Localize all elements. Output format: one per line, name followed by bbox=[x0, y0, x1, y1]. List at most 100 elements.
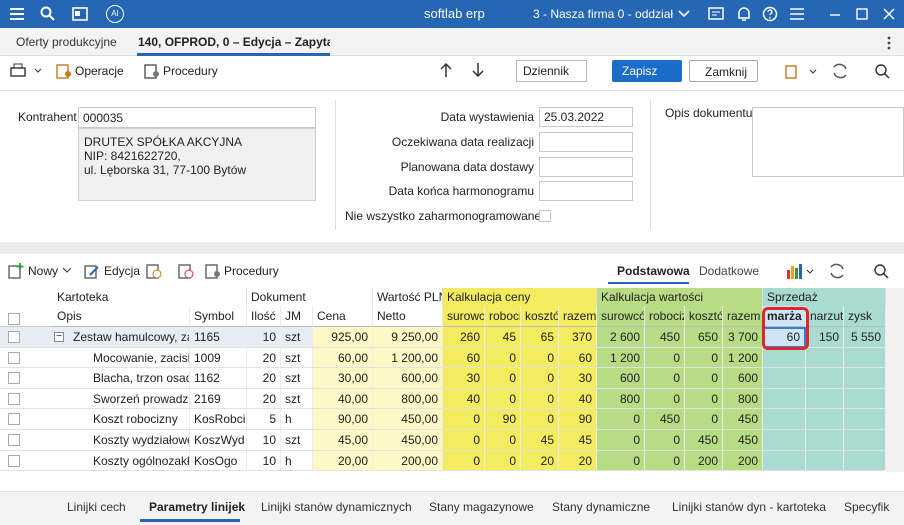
grid-cell[interactable]: 0 bbox=[485, 388, 521, 410]
grid-cell[interactable]: 1 200 bbox=[597, 347, 645, 369]
nav-arrows[interactable] bbox=[438, 62, 488, 78]
grid-cell[interactable]: 0 bbox=[645, 450, 685, 472]
grid-cell[interactable]: Blacha, trzon osad bbox=[53, 368, 190, 389]
grid-cell[interactable]: 800,00 bbox=[373, 388, 443, 410]
column-header[interactable]: zysk bbox=[844, 306, 886, 327]
grid-cell[interactable]: 45 bbox=[559, 430, 597, 451]
column-header[interactable]: razem bbox=[559, 306, 597, 327]
bottom-tab[interactable]: Linijki stanów dyn - kartoteka bbox=[672, 500, 827, 514]
grid-cell[interactable]: 40 bbox=[443, 388, 485, 410]
grid-cell[interactable]: szt bbox=[281, 327, 313, 348]
column-header[interactable]: kosztó bbox=[521, 306, 559, 327]
grid-cell[interactable]: 1 200 bbox=[723, 347, 763, 369]
column-header[interactable]: robocizi bbox=[485, 306, 521, 327]
column-header[interactable]: Cena bbox=[313, 306, 373, 327]
grid-cell[interactable]: 40,00 bbox=[313, 388, 373, 410]
column-header[interactable]: Symbol bbox=[190, 306, 247, 327]
search-icon[interactable] bbox=[40, 6, 56, 22]
grid-cell[interactable]: 450 bbox=[685, 430, 723, 451]
grid-cell[interactable]: 0 bbox=[685, 368, 723, 389]
row-checkbox[interactable] bbox=[8, 434, 20, 446]
grid-cell[interactable]: h bbox=[281, 450, 313, 472]
grid-cell[interactable]: 0 bbox=[685, 347, 723, 369]
grid-cell[interactable]: 1009 bbox=[190, 347, 247, 369]
grid-cell[interactable]: 0 bbox=[443, 450, 485, 472]
grid-cell[interactable]: 10 bbox=[247, 327, 281, 348]
grid-cell[interactable]: 40 bbox=[559, 388, 597, 410]
grid-cell[interactable]: 30 bbox=[559, 368, 597, 389]
grid-cell[interactable]: 0 bbox=[645, 368, 685, 389]
select-all-checkbox[interactable] bbox=[8, 313, 20, 325]
grid-cell[interactable]: 60,00 bbox=[313, 347, 373, 369]
grid-cell[interactable]: 90 bbox=[559, 409, 597, 430]
grid-cell[interactable]: 5 550 bbox=[844, 327, 886, 348]
grid-cell[interactable]: 1165 bbox=[190, 327, 247, 348]
bottom-tab[interactable]: Specyfik bbox=[844, 500, 890, 514]
grid-cell[interactable]: 0 bbox=[521, 409, 559, 430]
column-header[interactable]: kosztó bbox=[685, 306, 723, 327]
grid-cell[interactable]: 20 bbox=[247, 388, 281, 410]
view-tab-active[interactable]: Podstawowa bbox=[617, 264, 690, 278]
print-button[interactable] bbox=[10, 63, 42, 79]
grid-cell[interactable]: 60 bbox=[559, 347, 597, 369]
chevron-icon[interactable] bbox=[678, 9, 690, 19]
grid-cell[interactable]: 45 bbox=[521, 430, 559, 451]
grid-cell[interactable]: KosOgo bbox=[190, 450, 247, 472]
line-icons[interactable] bbox=[146, 263, 196, 279]
grid-cell[interactable]: 5 bbox=[247, 409, 281, 430]
grid-cell[interactable]: 650 bbox=[685, 327, 723, 348]
grid-cell[interactable]: 0 bbox=[521, 347, 559, 369]
tab[interactable]: Oferty produkcyjne bbox=[16, 35, 117, 49]
grid-cell[interactable]: 600 bbox=[597, 368, 645, 389]
grid-cell[interactable]: szt bbox=[281, 368, 313, 389]
grid-cell[interactable]: 20 bbox=[247, 347, 281, 369]
grid-cell[interactable] bbox=[763, 409, 806, 430]
grid-cell[interactable] bbox=[763, 430, 806, 451]
row-checkbox[interactable] bbox=[8, 331, 20, 343]
grid-cell[interactable]: 925,00 bbox=[313, 327, 373, 348]
grid-cell[interactable]: 450,00 bbox=[373, 430, 443, 451]
grid-cell[interactable] bbox=[763, 450, 806, 472]
grid-cell[interactable]: Mocowanie, zacisk bbox=[53, 347, 190, 369]
grid-cell[interactable]: 0 bbox=[685, 388, 723, 410]
issue-date-input[interactable]: 25.03.2022 bbox=[539, 107, 633, 127]
description-input[interactable] bbox=[752, 107, 904, 177]
grid-cell[interactable]: 200,00 bbox=[373, 450, 443, 472]
grid-cell[interactable] bbox=[806, 430, 844, 451]
grid-cell[interactable]: 200 bbox=[685, 450, 723, 472]
grid-cell[interactable]: Koszty wydziałowe bbox=[53, 430, 190, 451]
grid-cell[interactable] bbox=[844, 388, 886, 410]
mail-icon[interactable] bbox=[708, 7, 724, 21]
grid-cell[interactable]: 30 bbox=[443, 368, 485, 389]
view-tab[interactable]: Dodatkowe bbox=[699, 264, 760, 278]
grid-cell[interactable]: Koszty ogólnozakła bbox=[53, 450, 190, 472]
edit-button[interactable]: Edycja bbox=[104, 264, 141, 278]
kebab-icon[interactable] bbox=[886, 36, 892, 50]
row-checkbox[interactable] bbox=[8, 454, 20, 467]
unscheduled-checkbox[interactable] bbox=[539, 210, 551, 222]
grid-cell[interactable]: 20 bbox=[521, 450, 559, 472]
grid-cell[interactable]: 2 600 bbox=[597, 327, 645, 348]
grid-cell[interactable]: 0 bbox=[645, 388, 685, 410]
grid-cell[interactable]: 800 bbox=[597, 388, 645, 410]
row-checkbox[interactable] bbox=[8, 372, 20, 385]
grid-cell[interactable]: 0 bbox=[521, 388, 559, 410]
grid-cell[interactable]: 150 bbox=[806, 327, 844, 348]
grid-cell[interactable]: 0 bbox=[521, 368, 559, 389]
column-header[interactable]: robociz bbox=[645, 306, 685, 327]
grid-cell[interactable]: 60 bbox=[443, 347, 485, 369]
grid-cell[interactable] bbox=[844, 347, 886, 369]
grid-cell[interactable]: Koszt robocizny bbox=[53, 409, 190, 430]
grid-cell[interactable] bbox=[844, 368, 886, 389]
procedures-menu[interactable]: Procedury bbox=[224, 264, 279, 278]
grid-cell[interactable]: 600 bbox=[723, 368, 763, 389]
bottom-tab-active[interactable]: Parametry linijek bbox=[149, 500, 246, 514]
column-header[interactable]: Opis bbox=[53, 306, 190, 327]
operations-menu[interactable]: Operacje bbox=[75, 64, 124, 78]
procedures-menu[interactable]: Procedury bbox=[163, 64, 218, 78]
grid-cell[interactable] bbox=[844, 450, 886, 472]
toolbar-icons[interactable] bbox=[784, 62, 894, 80]
grid-cell[interactable]: 450 bbox=[645, 409, 685, 430]
grid-cell[interactable]: 1162 bbox=[190, 368, 247, 389]
date-input[interactable] bbox=[539, 132, 633, 152]
